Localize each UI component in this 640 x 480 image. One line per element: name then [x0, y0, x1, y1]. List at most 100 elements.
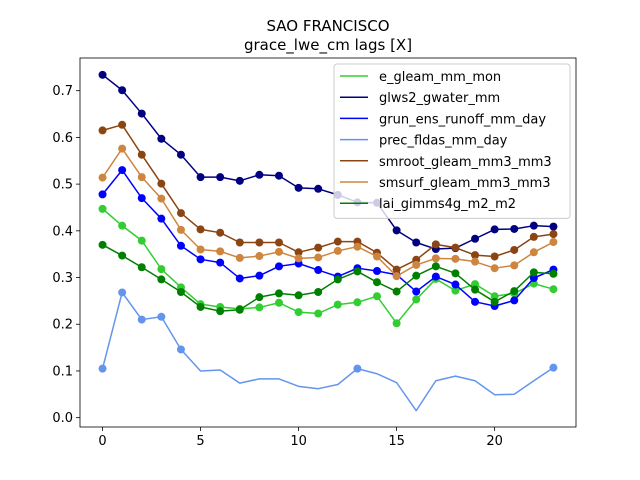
data-point — [333, 246, 342, 255]
data-point — [98, 173, 107, 182]
legend: e_gleam_mm_mon glws2_gwater_mm grun_ens_ru… — [333, 63, 571, 219]
data-point — [529, 232, 538, 241]
legend-label: prec_fldas_mm_day — [379, 134, 508, 149]
data-point — [314, 288, 323, 297]
data-point — [196, 255, 205, 264]
data-point — [431, 262, 440, 271]
data-point — [412, 260, 421, 269]
data-point — [529, 279, 538, 288]
data-point — [451, 243, 460, 252]
data-point — [255, 271, 264, 280]
data-point — [431, 272, 440, 281]
data-point — [157, 179, 166, 188]
legend-label: grun_ens_runoff_mm_day — [379, 112, 546, 127]
data-point — [235, 238, 244, 247]
series-line — [101, 291, 554, 412]
data-point — [314, 253, 323, 262]
data-point — [274, 171, 283, 180]
data-point — [333, 275, 342, 284]
data-point — [353, 364, 362, 373]
data-point — [294, 183, 303, 192]
series-lai_gimms4g_m2_m2 — [98, 240, 558, 316]
data-point — [490, 297, 499, 306]
x-tick-label: 15 — [388, 434, 405, 449]
data-point — [294, 254, 303, 263]
data-point — [412, 238, 421, 247]
data-point — [431, 254, 440, 263]
data-point — [216, 173, 225, 182]
data-point — [235, 253, 244, 262]
data-point — [157, 265, 166, 274]
data-point — [471, 257, 480, 266]
data-point — [314, 243, 323, 252]
data-point — [333, 237, 342, 246]
data-point — [255, 252, 264, 261]
x-tick-label: 5 — [196, 434, 204, 449]
data-point — [196, 225, 205, 234]
data-point — [157, 312, 166, 321]
data-point — [529, 248, 538, 257]
data-point — [373, 266, 382, 275]
data-point — [412, 271, 421, 280]
data-point — [392, 226, 401, 235]
data-point — [196, 302, 205, 311]
data-point — [216, 258, 225, 267]
data-point — [216, 307, 225, 316]
data-point — [98, 204, 107, 213]
data-point — [510, 261, 519, 270]
data-point — [157, 134, 166, 143]
chart-title: SAO FRANCISCO — [267, 17, 390, 35]
legend-label: e_gleam_mm_mon — [379, 70, 501, 85]
legend-label: glws2_gwater_mm — [379, 91, 500, 106]
data-point — [392, 272, 401, 281]
data-point — [529, 274, 538, 282]
data-point — [529, 221, 538, 230]
data-point — [373, 278, 382, 287]
legend-box — [333, 63, 571, 219]
data-point — [98, 126, 107, 135]
data-point — [255, 238, 264, 247]
data-point — [314, 184, 323, 193]
data-point — [118, 251, 127, 260]
series-layer — [98, 70, 558, 412]
legend-item: grun_ens_runoff_mm_day — [340, 112, 546, 127]
data-point — [274, 238, 283, 247]
y-tick-label: 0.2 — [52, 318, 73, 333]
data-point — [294, 291, 303, 300]
data-point — [471, 280, 480, 289]
data-point — [490, 225, 499, 234]
data-point — [118, 144, 127, 153]
data-point — [451, 269, 460, 278]
data-point — [510, 287, 519, 296]
data-point — [196, 173, 205, 182]
data-point — [98, 190, 107, 199]
data-point — [176, 225, 185, 234]
data-point — [294, 308, 303, 317]
data-point — [118, 120, 127, 129]
y-tick-label: 0.4 — [52, 224, 73, 239]
data-point — [255, 170, 264, 179]
data-point — [549, 363, 558, 372]
data-point — [235, 305, 244, 314]
data-point — [510, 224, 519, 233]
legend-item: e_gleam_mm_mon — [340, 70, 501, 85]
data-point — [118, 166, 127, 175]
data-point — [333, 300, 342, 309]
data-point — [529, 268, 538, 277]
legend-item: prec_fldas_mm_day — [340, 134, 508, 149]
data-point — [471, 251, 480, 260]
legend-label: smroot_gleam_mm3_mm3 — [379, 155, 552, 170]
data-point — [490, 252, 499, 261]
x-tick-label: 0 — [98, 434, 106, 449]
data-point — [235, 274, 244, 283]
data-point — [549, 222, 558, 231]
y-tick-label: 0.7 — [52, 84, 73, 99]
data-point — [471, 234, 480, 243]
data-point — [510, 296, 519, 305]
data-point — [549, 269, 558, 278]
data-point — [274, 247, 283, 256]
data-point — [431, 240, 440, 249]
series-glws2_gwater_mm — [98, 70, 558, 254]
legend-item: smsurf_gleam_mm3_mm3 — [340, 176, 551, 191]
